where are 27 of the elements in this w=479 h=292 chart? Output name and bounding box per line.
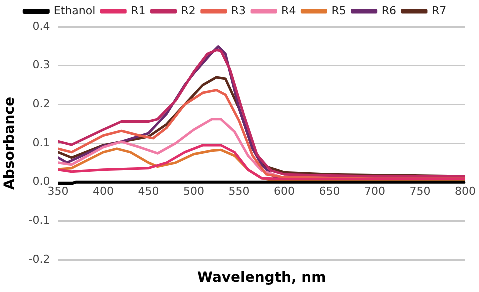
- legend-label: R2: [181, 4, 196, 18]
- y-tick-label: 0.3: [32, 58, 50, 72]
- x-axis-title: Wavelength, nm: [198, 270, 326, 286]
- legend-label: R1: [131, 4, 146, 18]
- y-axis-title: Absorbance: [2, 97, 18, 190]
- legend-label: R5: [332, 4, 346, 18]
- legend-label: R7: [432, 4, 447, 18]
- y-tick-label: 0.4: [32, 20, 50, 33]
- x-tick-label: 750: [410, 184, 431, 198]
- x-tick-label: 600: [274, 184, 296, 198]
- legend-label: R4: [282, 4, 296, 18]
- legend-label: R6: [382, 4, 396, 18]
- x-tick-label: 350: [48, 184, 69, 198]
- x-tick-label: 800: [455, 184, 476, 198]
- x-tick-label: 700: [364, 184, 386, 198]
- y-tick-label: 0.0: [32, 175, 50, 188]
- x-tick-label: 450: [138, 184, 160, 198]
- y-tick-label: -0.1: [28, 214, 50, 228]
- legend-label: Ethanol: [54, 4, 96, 18]
- x-tick-label: 400: [93, 184, 114, 198]
- x-tick-label: 550: [228, 184, 250, 198]
- x-tick-label: 500: [184, 184, 205, 198]
- y-tick-label: 0.2: [32, 98, 50, 111]
- legend-label: R3: [231, 4, 246, 18]
- y-tick-label: 0.1: [32, 136, 50, 150]
- x-tick-label: 650: [319, 184, 340, 198]
- y-tick-label: -0.2: [28, 252, 50, 266]
